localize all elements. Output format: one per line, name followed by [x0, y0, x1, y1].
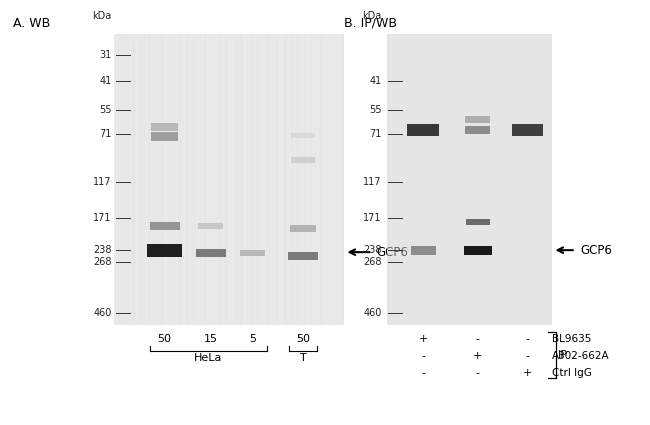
Bar	[291, 157, 315, 163]
Bar	[291, 133, 315, 138]
Bar	[512, 125, 543, 136]
Text: HeLa: HeLa	[194, 353, 222, 363]
Text: 117: 117	[363, 177, 382, 187]
Text: -: -	[526, 334, 530, 344]
Text: +: +	[523, 368, 532, 378]
Text: 71: 71	[99, 129, 111, 139]
Text: 460: 460	[93, 309, 111, 318]
Bar	[465, 116, 490, 123]
Bar	[291, 225, 316, 232]
Bar	[198, 223, 224, 229]
Text: 171: 171	[363, 213, 382, 224]
Text: -: -	[421, 368, 425, 378]
Bar	[464, 246, 492, 255]
Bar	[408, 125, 439, 136]
Text: Ctrl IgG: Ctrl IgG	[552, 368, 592, 378]
Text: -: -	[421, 351, 425, 361]
Bar	[196, 249, 226, 257]
Bar	[288, 252, 318, 260]
Text: IP: IP	[558, 350, 568, 360]
Text: +: +	[473, 351, 482, 361]
Text: 15: 15	[203, 334, 218, 344]
Bar	[411, 246, 436, 255]
Text: 117: 117	[93, 177, 111, 187]
Text: A302-662A: A302-662A	[552, 351, 610, 361]
Text: 31: 31	[99, 50, 111, 60]
Text: 460: 460	[363, 309, 382, 318]
Text: B. IP/WB: B. IP/WB	[344, 17, 398, 30]
Text: 71: 71	[369, 129, 382, 139]
Text: 41: 41	[370, 76, 382, 86]
Bar	[151, 133, 178, 141]
Bar	[147, 244, 182, 257]
Text: 5: 5	[249, 334, 255, 344]
Text: -: -	[526, 351, 530, 361]
Text: BL9635: BL9635	[552, 334, 592, 344]
Text: +: +	[419, 334, 428, 344]
Bar	[466, 219, 489, 226]
Text: 50: 50	[296, 334, 310, 344]
Text: 268: 268	[363, 257, 382, 266]
Text: T: T	[300, 353, 306, 363]
Text: GCP6: GCP6	[580, 244, 612, 257]
Bar	[239, 250, 265, 256]
Bar	[465, 126, 490, 134]
Text: 171: 171	[93, 213, 111, 224]
Bar	[150, 221, 179, 230]
Text: 238: 238	[363, 245, 382, 255]
Text: kDa: kDa	[92, 11, 111, 21]
Text: -: -	[476, 334, 480, 344]
Bar	[151, 124, 178, 131]
Text: -: -	[476, 368, 480, 378]
Text: GCP6: GCP6	[377, 246, 409, 259]
Text: A. WB: A. WB	[13, 17, 50, 30]
Text: 268: 268	[93, 257, 111, 266]
Text: 55: 55	[369, 105, 382, 115]
Text: 50: 50	[157, 334, 172, 344]
Text: kDa: kDa	[363, 11, 382, 21]
Text: 238: 238	[93, 245, 111, 255]
Text: 41: 41	[99, 76, 111, 86]
Text: 55: 55	[99, 105, 111, 115]
